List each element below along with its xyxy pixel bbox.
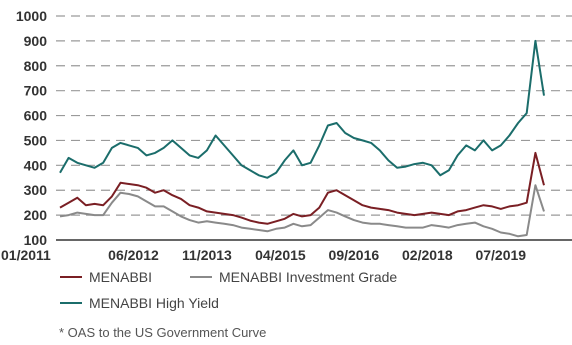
legend: MENABBI MENABBI Investment Grade MENABBI… bbox=[60, 269, 397, 311]
y-tick-label: 500 bbox=[24, 132, 48, 148]
x-tick-label: 02/2018 bbox=[402, 247, 453, 263]
series-line-menabbi bbox=[59, 151, 545, 225]
legend-item-menabbi: MENABBI bbox=[60, 269, 152, 285]
x-tick-label: 09/2016 bbox=[329, 247, 380, 263]
y-tick-label: 1000 bbox=[16, 8, 47, 24]
y-tick-label: 200 bbox=[24, 207, 48, 223]
x-tick-label: 01/2011 bbox=[1, 247, 51, 263]
legend-label-menabbi-high-yield: MENABBI High Yield bbox=[89, 295, 219, 311]
y-tick-label: 300 bbox=[24, 182, 48, 198]
y-tick-label: 800 bbox=[24, 58, 48, 74]
x-axis-ticks: 01/2011 06/2012 11/2013 04/2015 09/2016 02/20… bbox=[1, 247, 526, 263]
legend-item-menabbi-high-yield: MENABBI High Yield bbox=[60, 295, 219, 311]
x-tick-label: 06/2012 bbox=[108, 247, 159, 263]
legend-item-menabbi-investment-grade: MENABBI Investment Grade bbox=[190, 269, 397, 285]
y-tick-label: 100 bbox=[24, 232, 48, 248]
y-tick-label: 400 bbox=[24, 157, 48, 173]
footnote: * OAS to the US Government Curve bbox=[59, 325, 266, 340]
y-tick-label: 700 bbox=[24, 83, 48, 99]
legend-label-menabbi-investment-grade: MENABBI Investment Grade bbox=[219, 269, 397, 285]
series-lines bbox=[59, 39, 545, 238]
x-tick-label: 11/2013 bbox=[182, 247, 232, 263]
legend-label-menabbi: MENABBI bbox=[89, 269, 152, 285]
y-tick-label: 900 bbox=[24, 33, 48, 49]
gridlines bbox=[56, 15, 572, 216]
x-tick-label: 04/2015 bbox=[255, 247, 306, 263]
y-axis-ticks: 1000 900 800 700 600 500 400 300 200 100 bbox=[16, 8, 47, 248]
y-tick-label: 600 bbox=[24, 108, 48, 124]
series-line-menabbi-investment-grade bbox=[59, 184, 545, 238]
x-tick-label: 07/2019 bbox=[475, 247, 526, 263]
series-line-menabbi-high-yield bbox=[59, 39, 545, 179]
